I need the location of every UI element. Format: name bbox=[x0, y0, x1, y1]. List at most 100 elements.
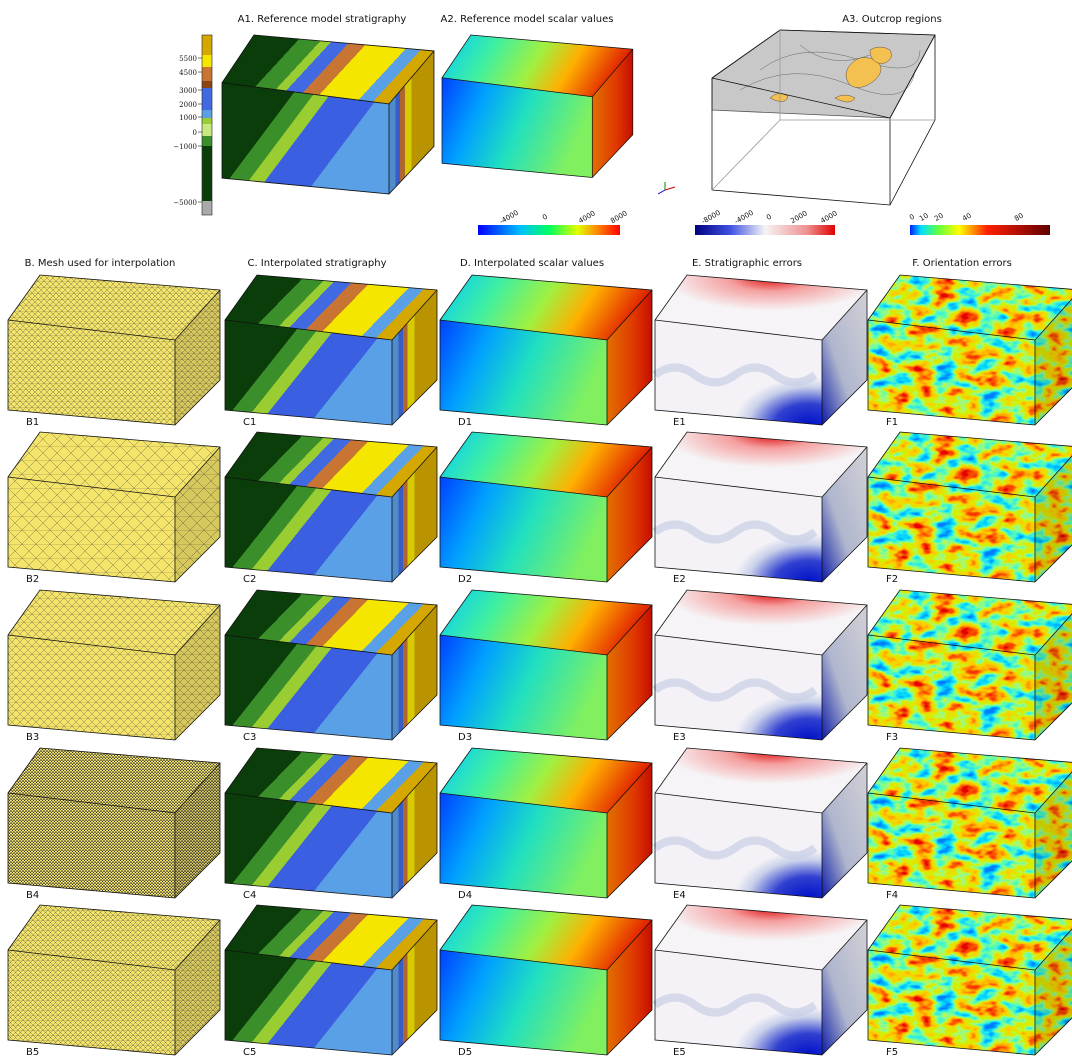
block-outline bbox=[7, 274, 221, 426]
column-title: B. Mesh used for interpolation bbox=[25, 258, 176, 269]
block-mesh bbox=[7, 904, 221, 1056]
block-face bbox=[225, 748, 437, 813]
block-face bbox=[225, 905, 437, 970]
block-face bbox=[868, 275, 1072, 340]
panel-label: D5 bbox=[458, 1047, 472, 1058]
block-face bbox=[1035, 298, 1072, 425]
colorbar-tick-label: 40 bbox=[961, 212, 973, 223]
block-face bbox=[225, 320, 392, 425]
block-outline bbox=[439, 747, 653, 899]
wave bbox=[652, 363, 818, 387]
panel-label: F5 bbox=[886, 1047, 898, 1058]
block-mesh bbox=[7, 589, 221, 741]
panel-label: D4 bbox=[458, 890, 472, 901]
colorbar-tick-label: 0 bbox=[541, 213, 549, 222]
block-scal bbox=[439, 274, 653, 426]
colorbar bbox=[695, 225, 835, 235]
block-face bbox=[655, 275, 867, 340]
strat-column bbox=[201, 34, 213, 216]
block-face bbox=[442, 35, 633, 97]
block-face bbox=[225, 793, 392, 898]
block-outline bbox=[7, 904, 221, 1056]
block-face bbox=[868, 432, 1072, 497]
column-title: F. Orientation errors bbox=[912, 258, 1012, 269]
colorbar-tick-label: -8000 bbox=[700, 209, 722, 226]
block-outline bbox=[7, 747, 221, 899]
face-shade bbox=[1035, 928, 1072, 1055]
colorbar bbox=[910, 225, 1050, 235]
column-title: C. Interpolated stratigraphy bbox=[247, 258, 386, 269]
colorbar-tick-label: 8000 bbox=[609, 209, 628, 225]
colorbar-tick-label: -4000 bbox=[733, 209, 755, 226]
block-face bbox=[440, 793, 607, 898]
block-strat bbox=[224, 589, 438, 741]
panel-label: B1 bbox=[26, 417, 39, 428]
face-shade bbox=[1035, 613, 1072, 740]
block-face bbox=[655, 905, 867, 970]
panel-label: C4 bbox=[243, 890, 256, 901]
block-orient bbox=[867, 904, 1072, 1056]
panel-label: B2 bbox=[26, 574, 39, 585]
block-face bbox=[8, 477, 175, 582]
block-face bbox=[1035, 771, 1072, 898]
block-mesh bbox=[7, 431, 221, 583]
block-outline bbox=[441, 34, 634, 178]
block-face bbox=[222, 82, 389, 194]
panel-label: D2 bbox=[458, 574, 472, 585]
panel-label: E3 bbox=[673, 732, 686, 743]
wave bbox=[652, 993, 818, 1017]
block-outline bbox=[439, 431, 653, 583]
block-face bbox=[440, 590, 652, 655]
block-err bbox=[652, 274, 868, 426]
block-orient bbox=[867, 589, 1072, 741]
block-face bbox=[8, 635, 175, 740]
block-outline bbox=[224, 431, 438, 583]
face-shade bbox=[1035, 455, 1072, 582]
strat-tick-label: 2000 bbox=[179, 101, 197, 109]
block-outline bbox=[224, 904, 438, 1056]
strat-tick-label: 0 bbox=[193, 129, 197, 137]
strat-tick-label: 3000 bbox=[179, 87, 197, 95]
panel-title: A3. Outcrop regions bbox=[842, 14, 942, 25]
block-orient bbox=[867, 274, 1072, 426]
block-face bbox=[225, 950, 392, 1055]
block-face bbox=[8, 590, 220, 655]
face-shade bbox=[1035, 298, 1072, 425]
block-outline bbox=[867, 747, 1072, 899]
panel-label: B4 bbox=[26, 890, 39, 901]
panel-title: A2. Reference model scalar values bbox=[441, 14, 614, 25]
panel-label: C5 bbox=[243, 1047, 256, 1058]
block-scal bbox=[439, 904, 653, 1056]
block-outline bbox=[867, 589, 1072, 741]
colorbar-tick-label: 2000 bbox=[789, 209, 808, 225]
block-face bbox=[440, 950, 607, 1055]
block-orient bbox=[867, 747, 1072, 899]
block-face bbox=[868, 590, 1072, 655]
block-face bbox=[8, 432, 220, 497]
block-outline bbox=[224, 747, 438, 899]
face-shade bbox=[1035, 771, 1072, 898]
strat-tick-label: 1000 bbox=[179, 114, 197, 122]
block-strat bbox=[224, 274, 438, 426]
block-face bbox=[868, 477, 1035, 582]
colorbar-tick-label: 10 bbox=[918, 212, 930, 223]
block-face bbox=[868, 748, 1072, 813]
panel-label: B3 bbox=[26, 732, 39, 743]
block-face bbox=[655, 590, 867, 655]
block-face bbox=[225, 275, 437, 340]
block-outline bbox=[439, 274, 653, 426]
panel-label: F3 bbox=[886, 732, 898, 743]
panel-label: F4 bbox=[886, 890, 898, 901]
block-outline bbox=[7, 589, 221, 741]
block-scal bbox=[439, 747, 653, 899]
block-scal bbox=[439, 589, 653, 741]
panel-label: E5 bbox=[673, 1047, 686, 1058]
strat-tick-label: −1000 bbox=[173, 143, 197, 151]
panel-label: E2 bbox=[673, 574, 686, 585]
block-face bbox=[440, 432, 652, 497]
colorbar-tick-label: 20 bbox=[933, 212, 945, 223]
wave bbox=[652, 520, 818, 544]
block-outline bbox=[867, 274, 1072, 426]
block-outline bbox=[439, 589, 653, 741]
block-face bbox=[1035, 455, 1072, 582]
